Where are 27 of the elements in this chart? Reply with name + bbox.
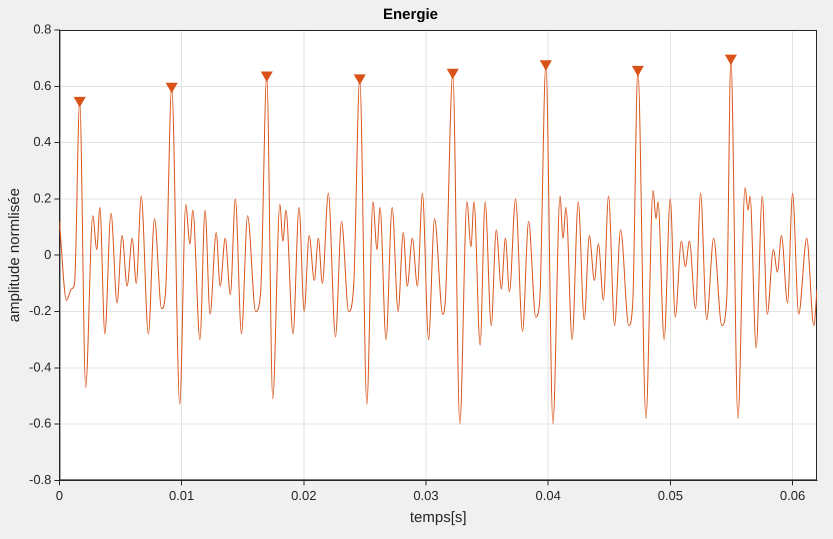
point <box>74 96 86 107</box>
y-tick-label: 0 <box>44 246 52 262</box>
y-tick-label: -0.6 <box>28 416 52 431</box>
point <box>354 74 366 84</box>
y-tick-label: 0.2 <box>33 190 52 206</box>
y-tick-label: 0.6 <box>33 78 52 93</box>
x-tick-label: 0.02 <box>291 488 316 503</box>
y-tick-label: 0.8 <box>33 22 52 37</box>
x-tick-label: 0.03 <box>413 488 439 503</box>
x-tick-label: 0.01 <box>168 488 194 503</box>
x-tick-label: 0.06 <box>780 488 806 503</box>
x-tick-label: 0.04 <box>536 488 561 503</box>
x-axis-title: temps[s] <box>410 509 467 526</box>
y-axis-title: amplitude normlisée <box>6 188 24 322</box>
point <box>725 54 737 65</box>
x-tick-label: 0 <box>56 488 64 503</box>
point <box>447 68 458 79</box>
point <box>166 82 178 93</box>
point <box>261 72 272 82</box>
x-tick-label: 0.05 <box>658 488 684 503</box>
y-tick-label: -0.8 <box>28 472 52 487</box>
point <box>540 60 552 70</box>
y-tick-label: -0.4 <box>28 359 52 374</box>
chart-title: Energie <box>382 6 438 24</box>
y-tick-label: -0.2 <box>28 303 52 318</box>
y-tick-label: 0.4 <box>33 134 52 150</box>
point <box>632 66 644 76</box>
